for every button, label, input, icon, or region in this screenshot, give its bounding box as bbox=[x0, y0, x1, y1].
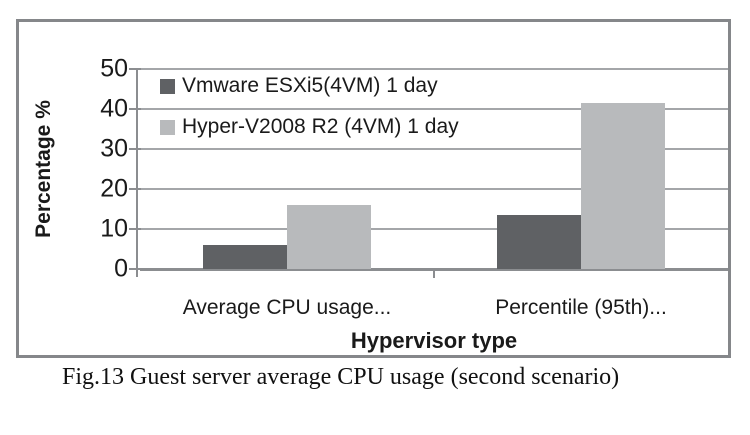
y-axis-tick bbox=[129, 268, 141, 270]
legend-label: Vmware ESXi5(4VM) 1 day bbox=[182, 74, 438, 97]
gridline bbox=[140, 108, 728, 110]
bar bbox=[497, 215, 581, 269]
y-axis-tick bbox=[129, 228, 141, 230]
y-tick-label: 20 bbox=[100, 174, 128, 203]
y-tick-label: 0 bbox=[114, 254, 128, 283]
x-category-label: Percentile (95th)... bbox=[495, 296, 667, 319]
y-axis-line bbox=[136, 69, 138, 277]
gridline bbox=[140, 188, 728, 190]
y-tick-label: 40 bbox=[100, 94, 128, 123]
gridline bbox=[140, 68, 728, 70]
y-axis-tick bbox=[129, 68, 141, 70]
bar bbox=[203, 245, 287, 269]
y-tick-label: 30 bbox=[100, 134, 128, 163]
gridline bbox=[140, 148, 728, 150]
y-tick-label: 50 bbox=[100, 54, 128, 83]
x-axis-line bbox=[140, 268, 728, 271]
y-axis-tick bbox=[129, 148, 141, 150]
legend-swatch-icon bbox=[160, 119, 175, 135]
y-tick-label: 10 bbox=[100, 214, 128, 243]
x-axis-title: Hypervisor type bbox=[350, 328, 518, 353]
legend-item: Vmware ESXi5(4VM) 1 day bbox=[160, 74, 438, 97]
y-axis-title-text: Percentage % bbox=[32, 100, 56, 238]
x-axis-tick bbox=[433, 270, 435, 278]
figure-caption: Fig.13 Guest server average CPU usage (s… bbox=[62, 364, 620, 390]
legend-item: Hyper-V2008 R2 (4VM) 1 day bbox=[160, 115, 459, 138]
legend-swatch-icon bbox=[160, 78, 175, 94]
bar bbox=[287, 205, 371, 269]
legend-label: Hyper-V2008 R2 (4VM) 1 day bbox=[182, 115, 459, 138]
x-category-label: Average CPU usage... bbox=[182, 296, 392, 319]
y-axis-tick bbox=[129, 108, 141, 110]
figure-box: Percentage % 0 10 20 30 40 50 Vmware ESXi5(4V… bbox=[16, 19, 731, 358]
bar bbox=[581, 103, 665, 269]
y-axis-tick bbox=[129, 188, 141, 190]
gridline bbox=[140, 228, 728, 230]
